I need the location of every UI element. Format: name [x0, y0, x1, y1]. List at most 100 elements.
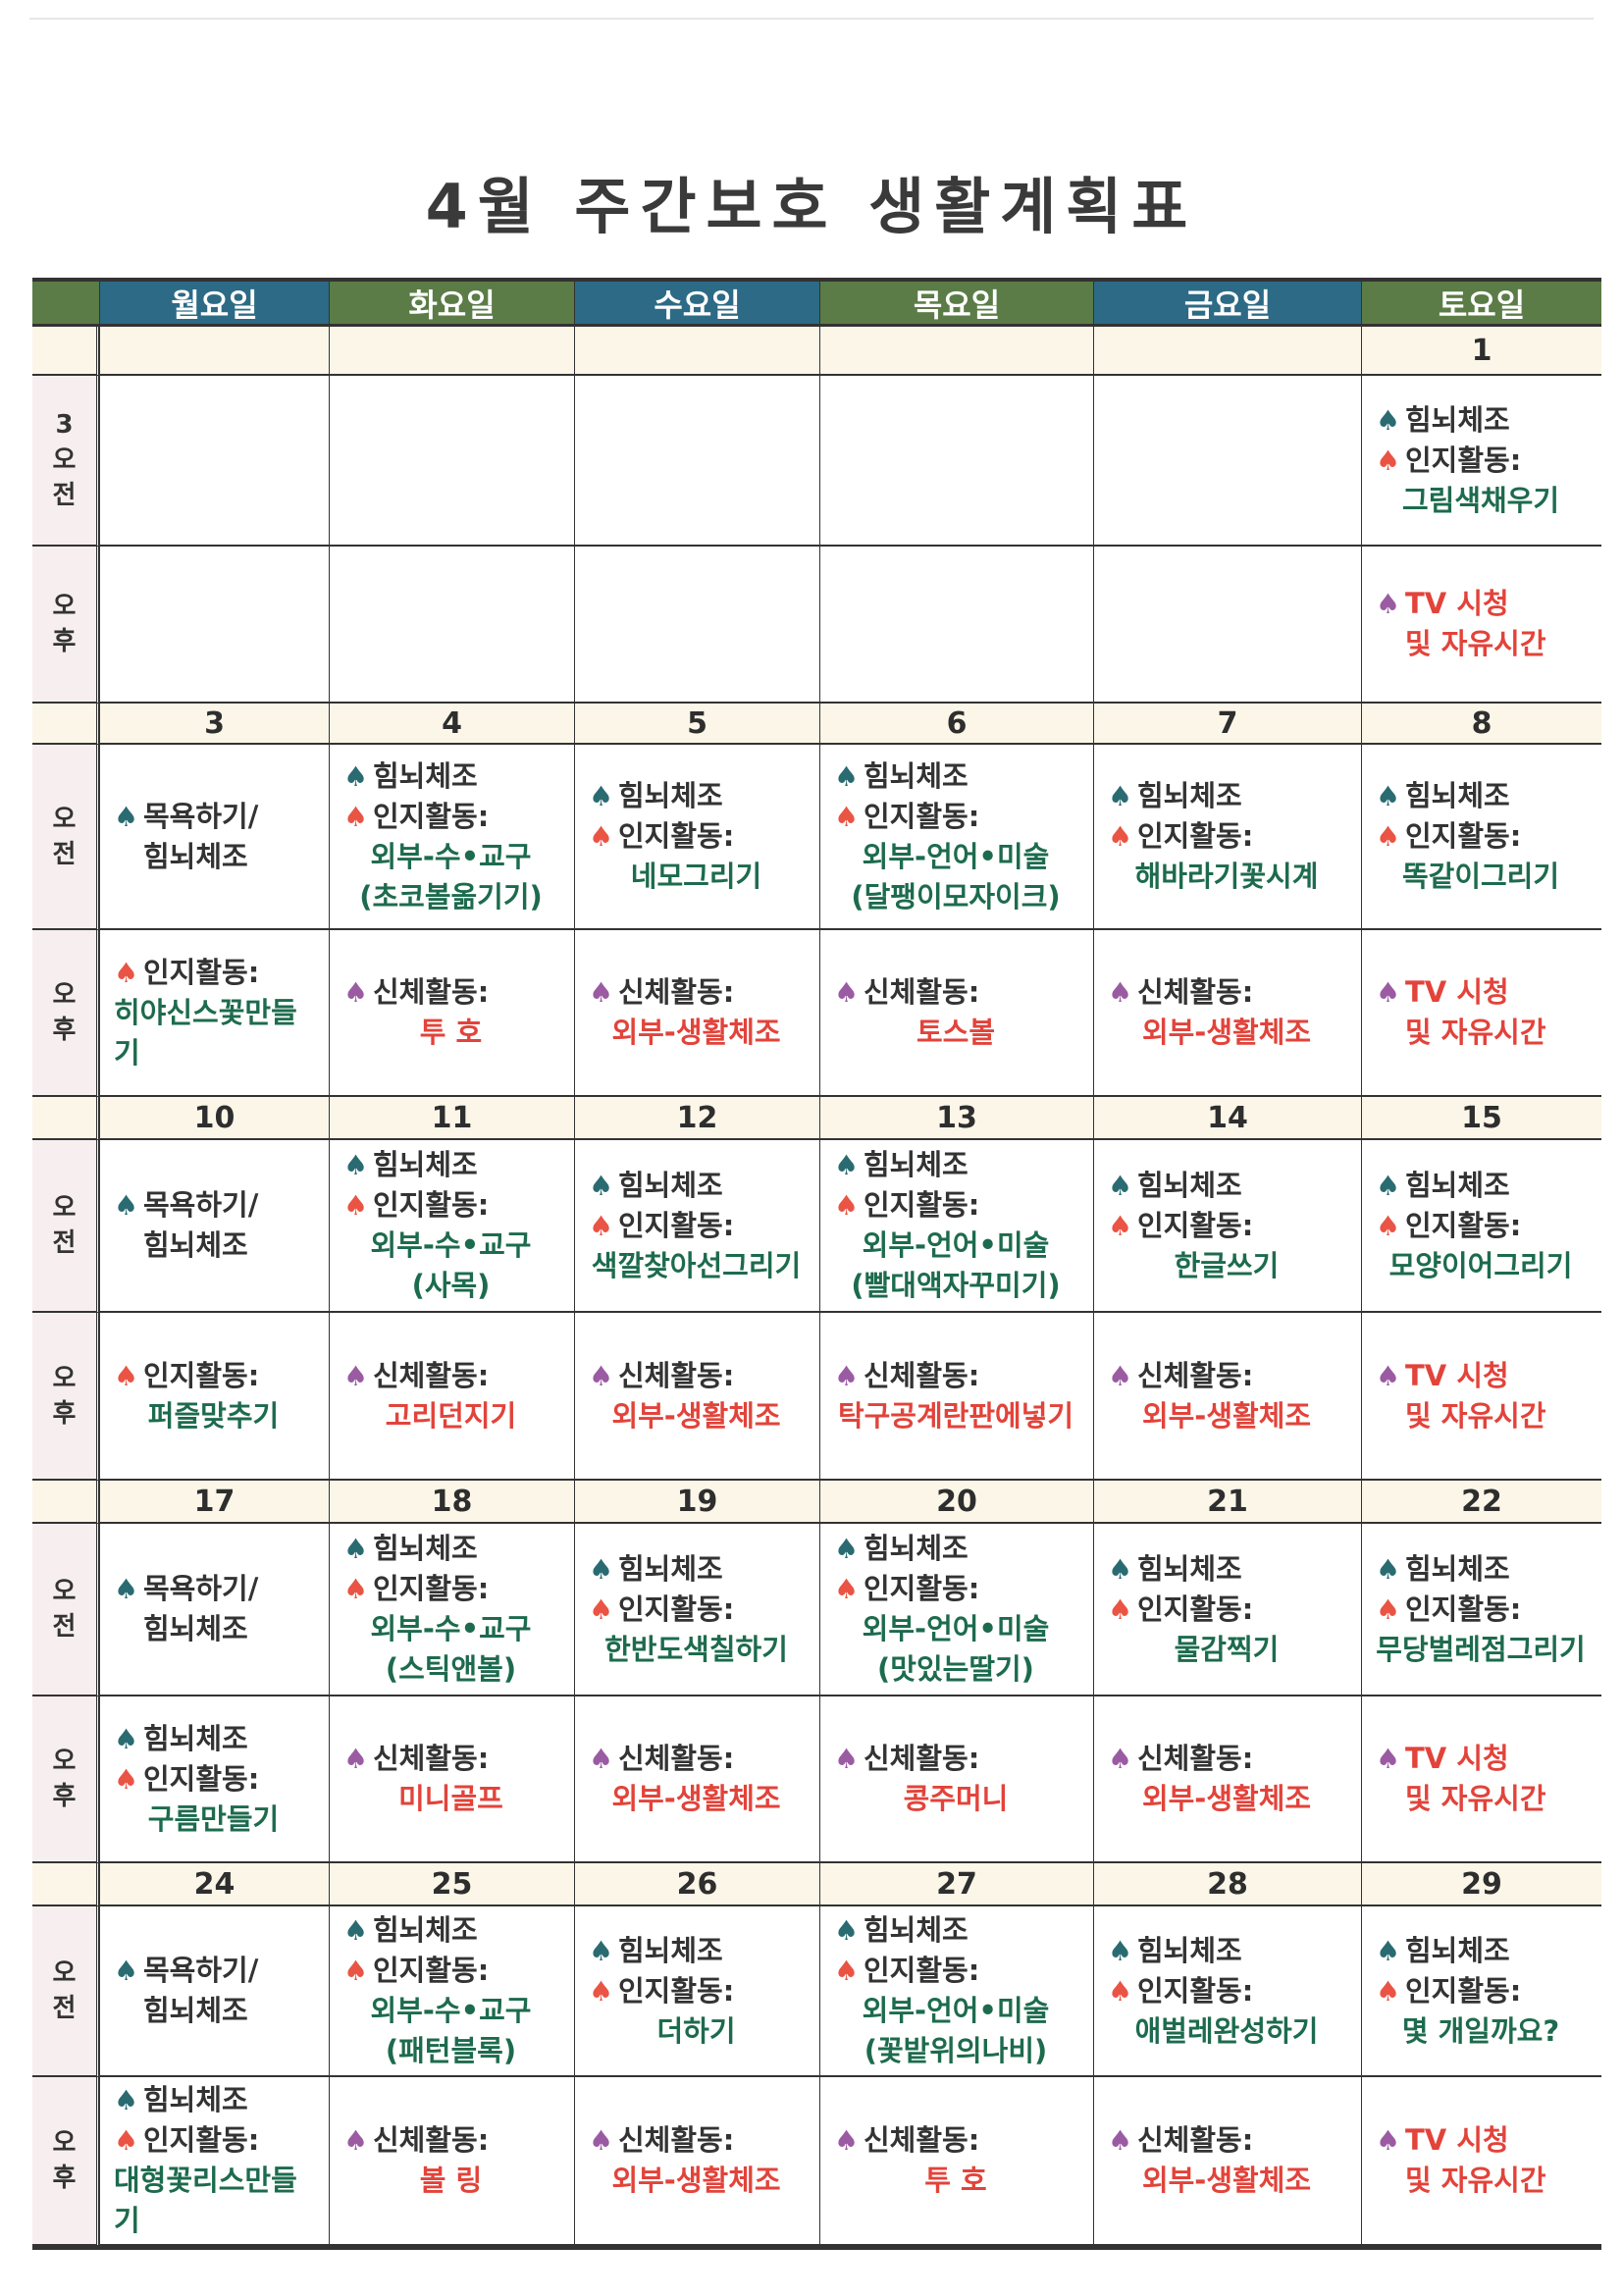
activity-line: ♠ 신체활동:: [1108, 1356, 1351, 1396]
day-header: 금요일: [1093, 282, 1361, 327]
spade-icon: ♠: [1108, 1209, 1133, 1242]
spade-icon: ♠: [114, 1955, 139, 1987]
activity-text: 외부-언어•미술: [862, 1228, 1050, 1262]
spade-icon: ♠: [1376, 820, 1401, 853]
morning-activity-cell: [574, 376, 819, 547]
activity-text: 외부-생활체조: [1141, 1782, 1312, 1815]
spade-icon: ♠: [834, 759, 860, 793]
label-char: 오: [52, 804, 77, 834]
activity-text: 외부-언어•미술: [862, 1612, 1050, 1645]
activity-text: 힘뇌체조: [618, 1933, 723, 1967]
spade-icon: ♠: [834, 1359, 860, 1392]
activity-text: 외부-수•교구: [370, 1612, 532, 1645]
activity-text: 힘뇌체조: [143, 1228, 248, 1262]
spade-icon: ♠: [834, 1533, 860, 1565]
page-title: 4월 주간보호 생활계획표: [425, 171, 1198, 242]
activity-line: ♠ 인지활동:: [1108, 1971, 1351, 2011]
activity-text: 및 자유시간: [1405, 627, 1546, 660]
spade-icon: ♠: [343, 1189, 369, 1222]
spade-icon: ♠: [343, 1955, 369, 1987]
label-char: 오: [52, 1193, 77, 1223]
date-number: 19: [574, 1481, 819, 1524]
activity-text: 인지활동:: [1137, 1592, 1254, 1626]
activity-line: ♠ 힘뇌체조: [589, 776, 810, 816]
morning-activity-cell: [819, 376, 1093, 547]
label-char: 오: [52, 1577, 77, 1606]
activity-line: 구름만들기: [114, 1800, 319, 1840]
afternoon-activity-cell: ♠ TV 시청 및 자유시간: [1361, 1313, 1601, 1481]
spade-icon: ♠: [1376, 1934, 1401, 1967]
label-char: 오: [52, 980, 77, 1010]
activity-line: ♠ 인지활동:: [343, 797, 564, 837]
morning-activity-cell: ♠ 힘뇌체조 ♠ 인지활동: 더하기: [574, 1906, 819, 2077]
afternoon-activity-cell: ♠ 신체활동: 외부-생활체조: [574, 1313, 819, 1481]
activity-text: (꽃밭위의나비): [864, 2034, 1048, 2067]
activity-text: 인지활동:: [864, 799, 980, 833]
spade-icon: ♠: [1376, 1592, 1401, 1626]
activity-line: ♠ 신체활동:: [834, 1739, 1083, 1779]
activity-text: 힘뇌체조: [864, 1148, 969, 1181]
activity-line: ♠ 힘뇌체조: [1108, 776, 1351, 816]
spade-icon: ♠: [1376, 403, 1401, 437]
activity-line: (스틱앤볼): [343, 1649, 564, 1690]
label-char: 오: [52, 592, 77, 621]
spade-icon: ♠: [1108, 1974, 1133, 2008]
activity-line: ♠ 신체활동:: [1108, 1739, 1351, 1779]
activity-text: 힘뇌체조: [143, 1612, 248, 1645]
spade-icon: ♠: [589, 1592, 614, 1626]
spade-icon: ♠: [114, 2124, 139, 2157]
activity-line: 외부-언어•미술: [834, 1991, 1083, 2031]
morning-activity-cell: ♠ 힘뇌체조 ♠ 인지활동: 네모그리기: [574, 745, 819, 930]
date-number: 21: [1093, 1481, 1361, 1524]
morning-activity-cell: ♠ 힘뇌체조 ♠ 인지활동: 외부-언어•미술 (맛있는딸기): [819, 1524, 1093, 1696]
activity-line: 힘뇌체조: [114, 1991, 319, 2031]
activity-text: 고리던지기: [385, 1398, 517, 1433]
afternoon-activity-cell: ♠ 신체활동: 탁구공계란판에넣기: [819, 1313, 1093, 1481]
activity-text: 인지활동:: [1405, 819, 1522, 853]
activity-line: 탁구공계란판에넣기: [834, 1396, 1083, 1436]
activity-line: ♠ TV 시청: [1376, 1739, 1592, 1779]
activity-text: 힘뇌체조: [1405, 1168, 1510, 1202]
activity-text: 인지활동:: [1405, 443, 1522, 477]
activity-line: 색깔찾아선그리기: [589, 1246, 810, 1286]
activity-text: 힘뇌체조: [1405, 779, 1510, 812]
activity-line: ♠ 신체활동:: [343, 2120, 564, 2161]
spade-icon: ♠: [114, 1762, 139, 1796]
activity-text: 힘뇌체조: [373, 1148, 478, 1181]
spade-icon: ♠: [343, 759, 369, 793]
activity-text: 목욕하기/: [143, 1188, 259, 1222]
date-number: 1: [1361, 327, 1601, 376]
activity-line: 외부-언어•미술: [834, 1609, 1083, 1649]
activity-line: 미니골프: [343, 1779, 564, 1819]
activity-line: 투 호: [343, 1013, 564, 1053]
activity-text: TV 시청: [1405, 1742, 1509, 1775]
spade-icon: ♠: [1108, 820, 1133, 853]
activity-line: 외부-언어•미술: [834, 1226, 1083, 1266]
spade-icon: ♠: [343, 1359, 369, 1392]
activity-text: 외부-수•교구: [370, 1994, 532, 2027]
activity-line: 히야신스꽃만들기: [114, 993, 319, 1073]
activity-text: 힘뇌체조: [618, 779, 723, 812]
activity-line: ♠ 힘뇌체조: [343, 757, 564, 797]
activity-line: ♠ 힘뇌체조: [834, 1529, 1083, 1569]
afternoon-activity-cell: ♠ 신체활동: 토스볼: [819, 930, 1093, 1097]
activity-line: ♠ 힘뇌체조: [1108, 1931, 1351, 1971]
activity-line: ♠ 인지활동:: [1108, 1206, 1351, 1246]
label-char: 오: [52, 1958, 77, 1988]
activity-line: 외부-생활체조: [589, 2161, 810, 2201]
spade-icon: ♠: [114, 1722, 139, 1755]
activity-text: 외부-수•교구: [370, 839, 532, 873]
activity-text: 몇 개일까요?: [1401, 2013, 1560, 2048]
activity-text: 인지활동:: [618, 819, 735, 853]
activity-text: 힘뇌체조: [618, 1168, 723, 1202]
date-number: 25: [329, 1863, 574, 1906]
activity-line: ♠ 힘뇌체조: [114, 1719, 319, 1759]
spade-icon: ♠: [1108, 2124, 1133, 2157]
activity-text: 목욕하기/: [143, 1954, 259, 1987]
activity-text: 외부-생활체조: [611, 1398, 781, 1433]
date-number: 27: [819, 1863, 1093, 1906]
activity-line: ♠ 힘뇌체조: [834, 1910, 1083, 1951]
spade-icon: ♠: [589, 2124, 614, 2157]
